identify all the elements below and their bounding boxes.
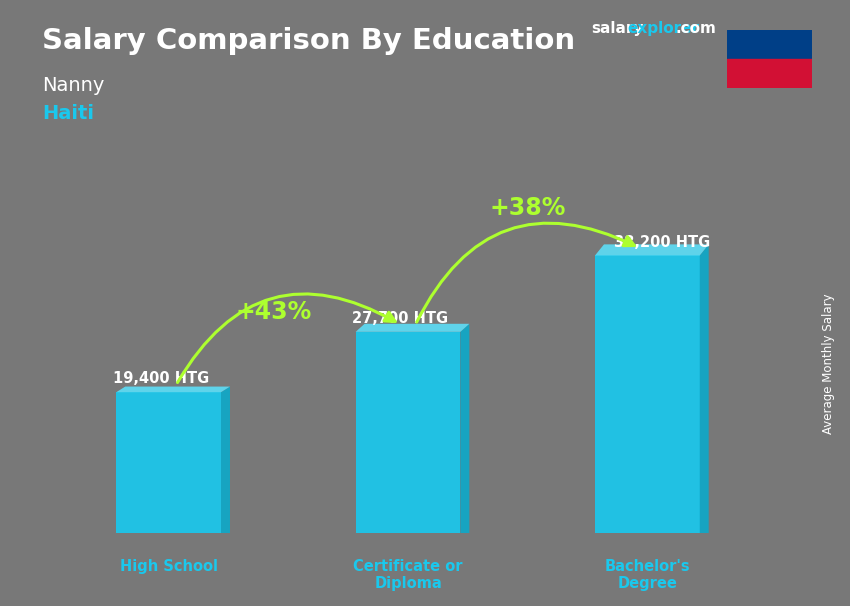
Text: Nanny: Nanny [42,76,105,95]
Bar [727,59,812,88]
Polygon shape [700,244,709,533]
Polygon shape [595,244,709,256]
Text: Average Monthly Salary: Average Monthly Salary [822,293,836,434]
Polygon shape [355,324,469,332]
Text: +38%: +38% [490,196,566,220]
Text: Haiti: Haiti [42,104,94,123]
Polygon shape [461,324,469,533]
Text: +43%: +43% [235,300,311,324]
Text: 27,700 HTG: 27,700 HTG [353,311,449,326]
Text: 38,200 HTG: 38,200 HTG [615,235,711,250]
Text: explorer: explorer [627,21,700,36]
Bar [727,30,812,59]
Text: .com: .com [676,21,717,36]
Polygon shape [595,256,700,533]
Text: High School: High School [120,559,218,574]
Text: salary: salary [591,21,643,36]
Polygon shape [116,387,230,392]
Text: Salary Comparison By Education: Salary Comparison By Education [42,27,575,55]
Text: Certificate or
Diploma: Certificate or Diploma [354,559,462,591]
Polygon shape [355,332,461,533]
Polygon shape [221,387,230,533]
Text: 19,400 HTG: 19,400 HTG [113,371,209,387]
Text: Bachelor's
Degree: Bachelor's Degree [604,559,690,591]
Polygon shape [116,392,221,533]
